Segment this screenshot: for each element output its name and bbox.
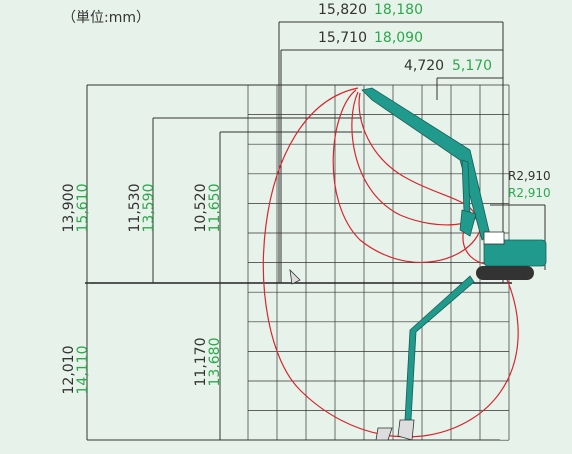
dimension-value-long: R2,910 (508, 186, 551, 200)
dimension-value-long: 14,110 (75, 346, 91, 395)
dimension-value-long: 18,180 (374, 2, 423, 18)
dimension-value: 15,820 (318, 2, 367, 18)
dimension-value: 15,710 (318, 30, 367, 46)
unit-label: （単位:mm） (62, 10, 150, 26)
excavator (290, 88, 546, 440)
dimension-value-long: 15,610 (75, 184, 91, 233)
dimension-value-long: 18,090 (374, 30, 423, 46)
dimension-value: 4,720 (404, 58, 444, 74)
working-range-diagram: （単位:mm） 15,820 18,180 15,710 18,090 4,72… (0, 0, 572, 454)
dimension-value-long: 5,170 (452, 58, 492, 74)
dimension-value-long: 11,650 (207, 184, 223, 233)
vertical-dimensions: 13,900 15,610 11,530 13,590 10,520 11,65… (61, 184, 223, 395)
page: {"unit": "（単位:mm）", "dimensions": [ {"st… (0, 0, 572, 454)
dimension-value-long: 13,590 (141, 184, 157, 233)
grid (248, 85, 509, 440)
dimension-value-long: 13,680 (207, 338, 223, 387)
dimension-value: R2,910 (508, 169, 551, 183)
